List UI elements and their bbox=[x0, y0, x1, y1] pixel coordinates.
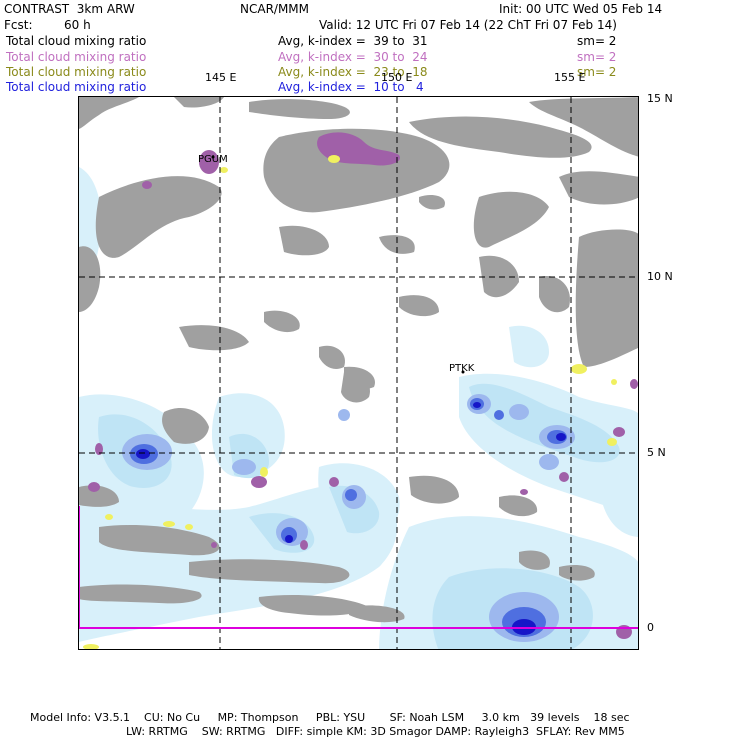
lat-label-5n: 5 N bbox=[647, 446, 666, 459]
legend-row-3-smooth: sm= 2 bbox=[577, 65, 617, 79]
legend-row-1-field: Total cloud mixing ratio bbox=[6, 34, 147, 48]
map-panel[interactable]: PGUM PTKK bbox=[78, 96, 639, 650]
lat-label-15n: 15 N bbox=[647, 92, 673, 105]
lat-label-0: 0 bbox=[647, 621, 654, 634]
model-title: CONTRAST 3km ARW bbox=[4, 2, 135, 16]
org-label: NCAR/MMM bbox=[240, 2, 310, 16]
station-ptkk-marker bbox=[461, 370, 465, 374]
station-pgum-label[interactable]: PGUM bbox=[198, 154, 228, 165]
station-pgum-marker bbox=[211, 155, 215, 159]
domain-boundary bbox=[79, 506, 638, 629]
cloud-map bbox=[79, 97, 638, 649]
forecast-hours: 60 h bbox=[64, 18, 91, 32]
legend-row-4-range: Avg, k-index = 10 to 4 bbox=[278, 80, 424, 94]
legend-row-4-field: Total cloud mixing ratio bbox=[6, 80, 147, 94]
legend-row-3-range: Avg, k-index = 23 to 18 bbox=[278, 65, 428, 79]
model-info-line-2: LW: RRTMG SW: RRTMG DIFF: simple KM: 3D … bbox=[126, 725, 625, 738]
valid-time: Valid: 12 UTC Fri 07 Feb 14 (22 ChT Fri … bbox=[319, 18, 617, 32]
yellow-cloud-layer bbox=[83, 155, 617, 649]
legend-row-2-field: Total cloud mixing ratio bbox=[6, 50, 147, 64]
lon-label-145: 145 E bbox=[205, 71, 237, 84]
legend-row-3-field: Total cloud mixing ratio bbox=[6, 65, 147, 79]
forecast-label: Fcst: bbox=[4, 18, 33, 32]
legend-row-1-range: Avg, k-index = 39 to 31 bbox=[278, 34, 428, 48]
lat-label-10n: 10 N bbox=[647, 270, 673, 283]
init-time: Init: 00 UTC Wed 05 Feb 14 bbox=[499, 2, 663, 16]
legend-row-1-smooth: sm= 2 bbox=[577, 34, 617, 48]
lon-label-155: 155 E bbox=[554, 71, 586, 84]
model-info-line-1: Model Info: V3.5.1 CU: No Cu MP: Thompso… bbox=[30, 711, 630, 724]
legend-row-2-smooth: sm= 2 bbox=[577, 50, 617, 64]
station-ptkk-label[interactable]: PTKK bbox=[449, 363, 475, 374]
legend-row-2-range: Avg, k-index = 30 to 24 bbox=[278, 50, 428, 64]
lon-label-150: 150 E bbox=[381, 71, 413, 84]
gray-cloud-layer bbox=[79, 97, 638, 623]
